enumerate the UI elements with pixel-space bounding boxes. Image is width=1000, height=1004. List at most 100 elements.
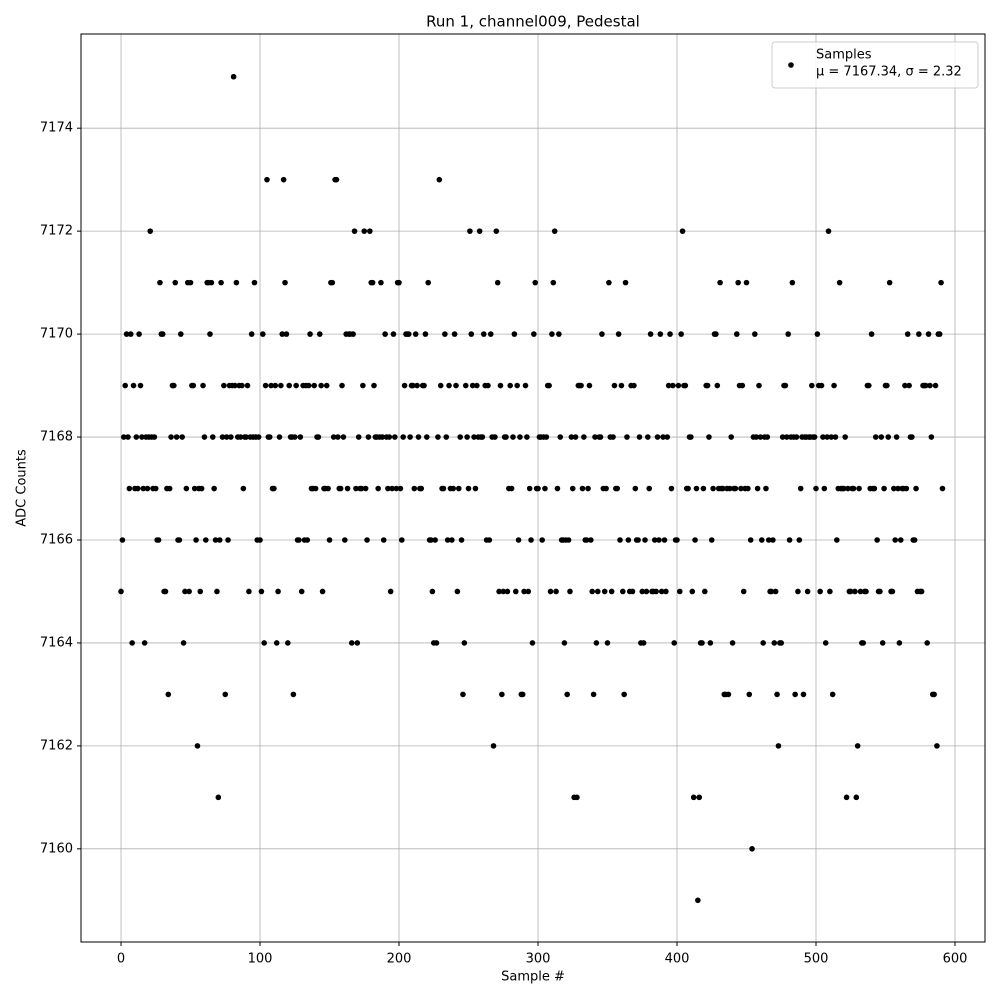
point — [453, 382, 459, 389]
point — [524, 434, 530, 440]
point — [906, 382, 912, 389]
point — [733, 331, 740, 337]
point — [240, 485, 247, 492]
point — [918, 588, 925, 595]
point — [457, 434, 463, 440]
y-tick-label: 7170 — [40, 327, 73, 342]
point — [298, 588, 305, 595]
point — [496, 588, 502, 595]
point — [286, 382, 293, 389]
point — [852, 588, 858, 595]
point — [522, 382, 529, 389]
point — [422, 331, 429, 337]
point — [621, 691, 627, 698]
point — [228, 434, 234, 440]
point — [186, 588, 192, 595]
point — [793, 434, 800, 440]
point — [318, 382, 324, 389]
point — [494, 279, 501, 286]
point — [693, 485, 700, 492]
point — [586, 382, 593, 389]
point — [760, 640, 766, 646]
point — [460, 691, 466, 698]
point — [707, 640, 714, 646]
point — [487, 331, 494, 337]
point — [820, 434, 826, 440]
point — [553, 588, 559, 595]
point — [350, 331, 356, 337]
point — [796, 537, 803, 543]
point — [122, 382, 128, 389]
point — [201, 434, 208, 440]
point — [360, 382, 366, 389]
point — [792, 691, 798, 698]
point — [268, 382, 274, 389]
point — [868, 331, 875, 337]
point — [740, 588, 747, 595]
point — [382, 331, 388, 337]
point — [713, 331, 719, 337]
point — [928, 434, 935, 440]
point — [159, 331, 166, 337]
point — [753, 434, 760, 440]
point — [614, 485, 621, 492]
point — [797, 485, 804, 492]
point — [499, 691, 505, 698]
point — [632, 485, 639, 492]
point — [211, 485, 217, 492]
point — [588, 537, 594, 543]
point — [539, 537, 545, 543]
point — [311, 382, 318, 389]
point — [589, 588, 596, 595]
point — [191, 485, 198, 492]
point — [640, 640, 647, 646]
point — [386, 434, 393, 440]
point — [824, 434, 830, 440]
point — [546, 382, 552, 389]
point — [476, 228, 483, 234]
point — [261, 640, 267, 646]
point — [319, 588, 326, 595]
point — [615, 331, 622, 337]
point — [735, 279, 741, 286]
point — [704, 382, 711, 389]
point — [493, 228, 500, 234]
point — [511, 331, 518, 337]
point — [747, 537, 754, 543]
point — [187, 279, 194, 286]
point — [664, 434, 671, 440]
chart-title: Run 1, channel009, Pedestal — [426, 13, 640, 31]
point — [129, 640, 135, 646]
point — [879, 640, 886, 646]
point — [182, 588, 188, 595]
point — [414, 382, 420, 389]
point — [774, 691, 780, 698]
point — [770, 537, 776, 543]
y-tick-label: 7172 — [40, 224, 73, 239]
point — [836, 279, 843, 286]
point — [134, 485, 141, 492]
point — [271, 485, 277, 492]
point — [293, 382, 299, 389]
point — [814, 331, 821, 337]
series — [118, 73, 946, 904]
point — [688, 434, 694, 440]
point — [874, 537, 880, 543]
point — [756, 382, 762, 389]
point — [556, 331, 562, 337]
point — [450, 485, 457, 492]
point — [567, 588, 573, 595]
point — [645, 434, 651, 440]
point — [389, 485, 395, 492]
point — [180, 640, 187, 646]
point — [355, 434, 362, 440]
point — [507, 382, 514, 389]
point — [631, 382, 637, 389]
point — [179, 434, 185, 440]
point — [290, 691, 297, 698]
point — [203, 537, 209, 543]
point — [171, 382, 177, 389]
point — [817, 588, 823, 595]
point — [503, 434, 509, 440]
point — [825, 228, 832, 234]
